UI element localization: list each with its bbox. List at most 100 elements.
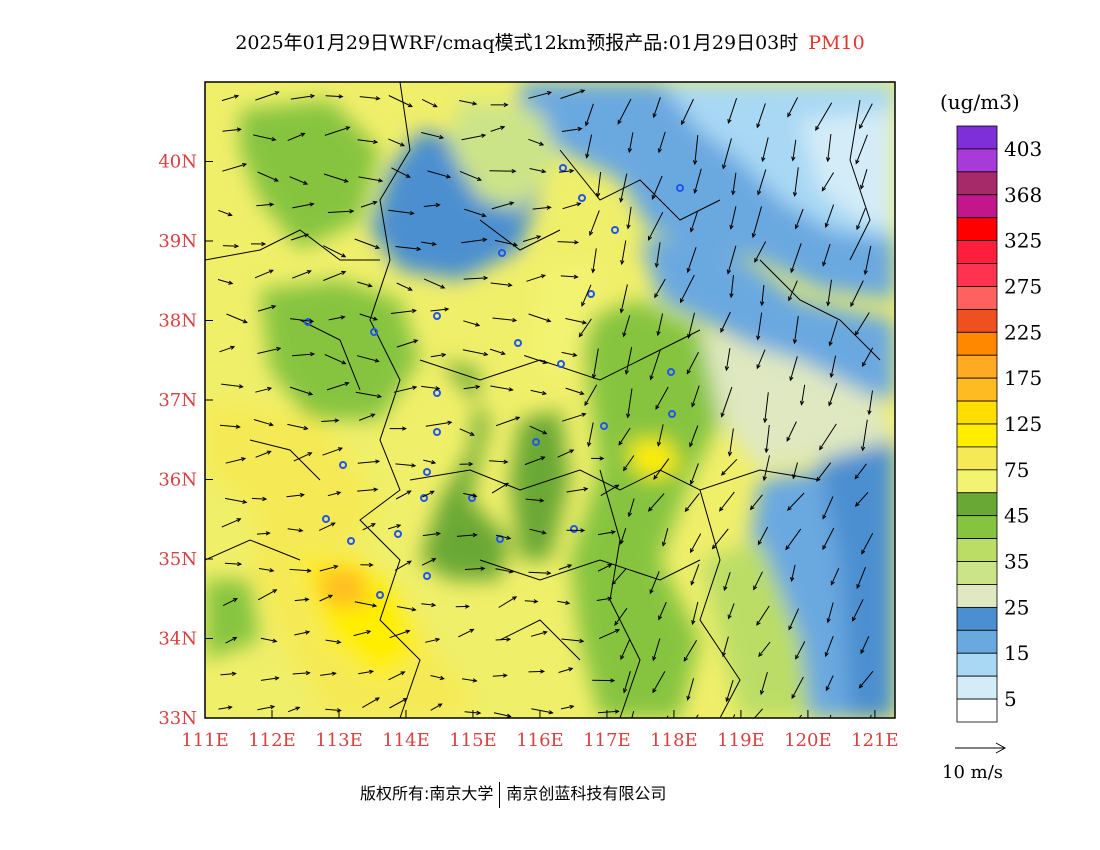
wind-arrow-head — [652, 688, 657, 694]
wind-arrow-head — [411, 607, 417, 612]
wind-arrow — [558, 564, 572, 570]
wind-arrow — [360, 201, 377, 208]
wind-arrow — [558, 170, 574, 173]
wind-arrow — [855, 134, 868, 164]
copyright-footer: 版权所有:南京大学 南京创蓝科技有限公司 — [360, 780, 666, 808]
wind-arrow-head — [824, 222, 829, 228]
wind-arrow-head — [340, 315, 346, 320]
colorbar-swatch — [956, 308, 998, 333]
wind-arrow-head — [577, 126, 583, 132]
wind-arrow-head — [655, 404, 660, 410]
wind-arrow-head — [614, 709, 620, 714]
wind-arrow-head — [482, 237, 488, 243]
wind-arrow — [327, 491, 341, 497]
wind-arrow — [729, 428, 734, 456]
wind-arrow-head — [589, 231, 594, 237]
wind-arrow-head — [689, 548, 695, 554]
wind-arrow-head — [309, 318, 315, 324]
wind-arrow-head — [792, 474, 797, 480]
wind-arrow-head — [791, 694, 796, 700]
wind-arrow-head — [431, 460, 437, 465]
longitude-axis: 111E 112E 113E 114E 115E 116E 117E 118E 119E 120E… — [181, 710, 899, 751]
wind-arrow — [600, 484, 619, 497]
wind-arrow-head — [758, 652, 763, 658]
colorbar-swatch — [956, 125, 998, 150]
wind-arrow — [325, 708, 341, 711]
wind-arrow — [356, 355, 379, 362]
wind-arrow — [459, 428, 475, 436]
wind-arrow — [396, 282, 413, 291]
wind-arrow — [852, 599, 864, 621]
wind-arrow-head — [345, 126, 351, 131]
x-tick-label: 113E — [315, 730, 363, 751]
wind-arrow-head — [546, 318, 552, 323]
wind-arrow — [760, 671, 768, 695]
wind-arrow-head — [376, 393, 383, 399]
wind-arrow-head — [622, 466, 628, 472]
wind-arrow — [323, 173, 348, 183]
wind-arrow-head — [686, 695, 691, 701]
wind-arrow-head — [591, 373, 597, 380]
colorbar-swatch — [956, 240, 998, 264]
wind-arrow — [388, 95, 413, 107]
wind-arrow-head — [237, 561, 243, 567]
wind-arrow — [727, 98, 738, 124]
wind-arrow — [217, 279, 233, 285]
wind-arrow — [753, 708, 763, 718]
wind-arrow — [753, 571, 763, 590]
wind-arrow-head — [508, 387, 514, 392]
wind-arrow — [459, 170, 482, 181]
wind-arrow-head — [271, 305, 277, 310]
wind-arrow — [561, 351, 577, 356]
wind-arrow — [584, 384, 598, 406]
wind-arrow-head — [331, 671, 337, 676]
wind-arrow-head — [828, 401, 833, 407]
wind-arrow — [260, 637, 277, 642]
wind-arrow — [354, 601, 377, 607]
wind-arrow-head — [825, 157, 831, 163]
wind-arrow — [694, 168, 702, 194]
wind-arrow — [792, 139, 797, 161]
colorbar-label: 368 — [1004, 183, 1042, 207]
wind-arrow-head — [235, 424, 241, 429]
wind-arrow-head — [511, 168, 517, 174]
wind-arrow-head — [446, 174, 452, 179]
wind-arrow-head — [599, 456, 605, 461]
wind-arrow — [221, 95, 239, 102]
wind-arrow — [430, 675, 444, 680]
y-tick-label: 34N — [158, 629, 197, 650]
wind-arrow-head — [272, 638, 278, 643]
wind-arrow-head — [378, 178, 384, 183]
y-tick-label: 40N — [158, 152, 197, 173]
colorbar-swatch — [956, 354, 998, 379]
wind-arrow-head — [860, 446, 866, 452]
wind-arrow — [690, 211, 698, 232]
wind-arrow-head — [856, 583, 861, 590]
wind-arrow — [757, 312, 763, 340]
wind-arrow — [628, 498, 635, 517]
wind-arrow-head — [334, 418, 340, 423]
wind-arrow-head — [790, 268, 795, 274]
wind-arrow — [691, 385, 700, 407]
wind-arrow — [620, 173, 628, 202]
wind-arrow — [292, 270, 311, 279]
wind-arrow-head — [653, 474, 658, 480]
wind-arrow — [792, 462, 798, 479]
wind-arrow-head — [540, 456, 546, 461]
wind-arrow — [692, 601, 699, 625]
wind-arrow-head — [438, 134, 445, 140]
wind-arrow-head — [786, 436, 791, 442]
wind-arrow-head — [652, 113, 657, 119]
wind-arrow — [225, 457, 246, 464]
colorbar-swatch — [956, 469, 998, 494]
wind-arrow-head — [300, 132, 306, 137]
wind-arrow — [795, 208, 804, 229]
wind-arrow-head — [515, 416, 521, 421]
wind-arrow-head — [822, 514, 827, 520]
wind-arrow-head — [580, 528, 586, 533]
wind-arrow — [257, 171, 279, 182]
wind-arrow-head — [727, 118, 732, 124]
wind-arrow-head — [441, 352, 447, 358]
wind-arrow — [868, 390, 873, 415]
wind-arrow — [390, 310, 416, 314]
